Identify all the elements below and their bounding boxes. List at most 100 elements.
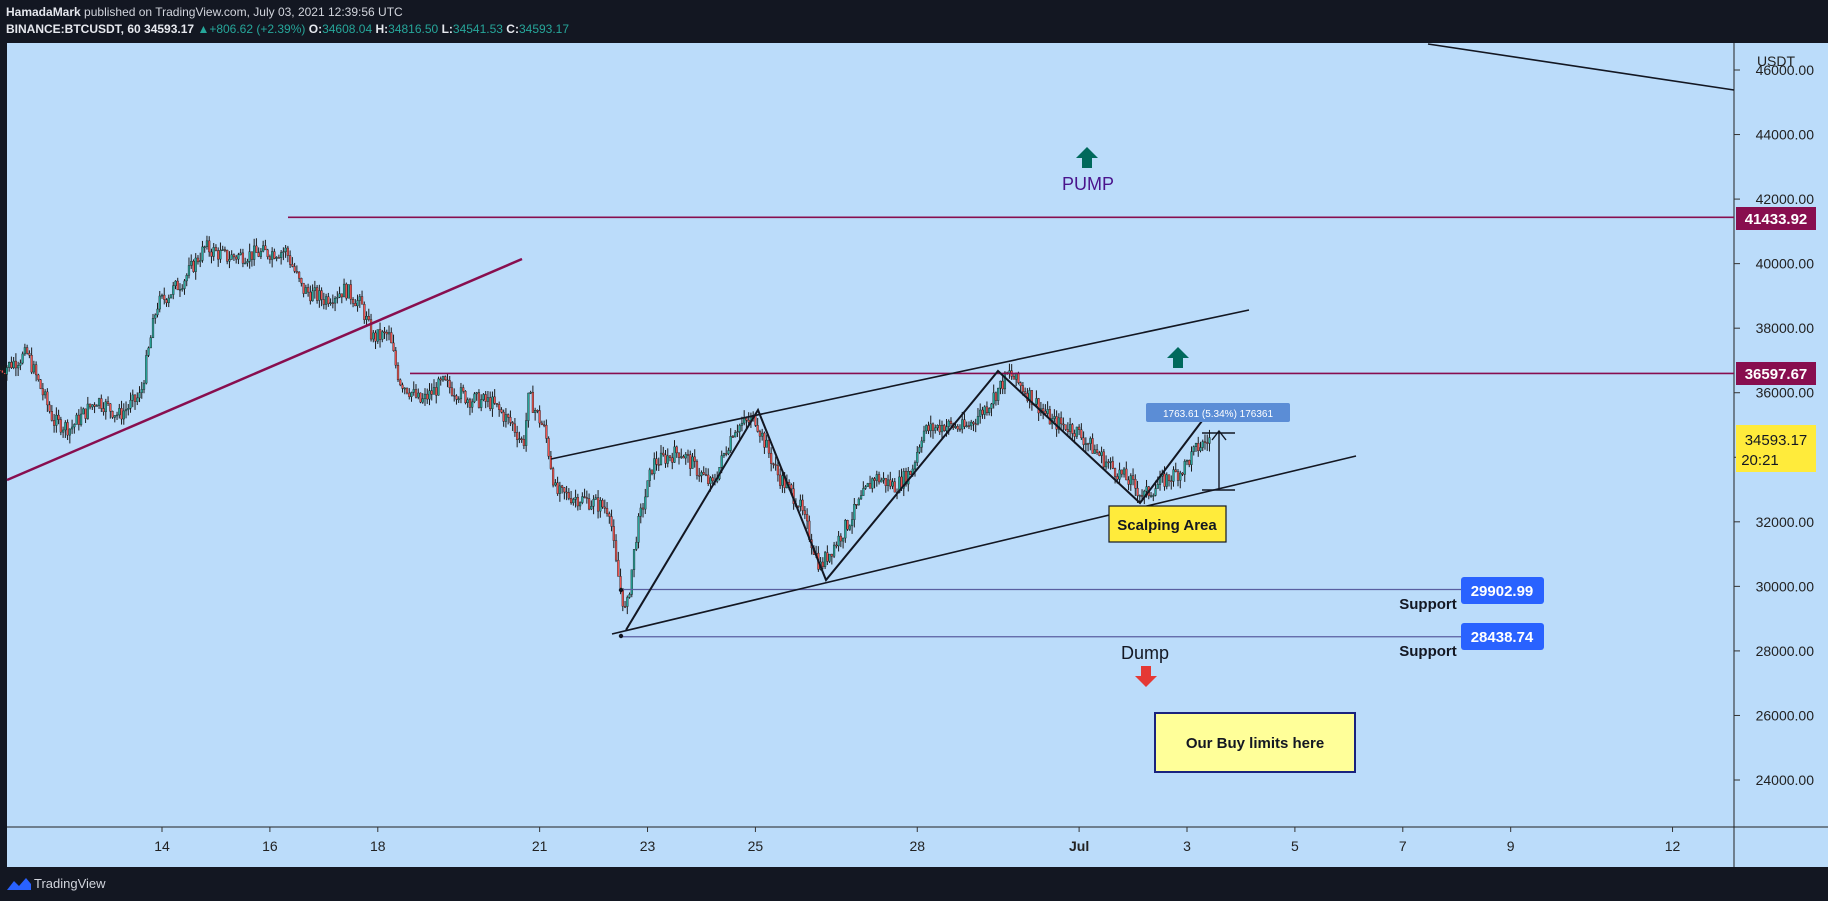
candle-body	[430, 390, 433, 395]
candle-body	[572, 499, 575, 504]
candle-body	[1188, 460, 1191, 465]
current-price-badge	[1736, 425, 1816, 472]
candle-body	[187, 265, 191, 276]
candle-body	[369, 319, 373, 340]
candle-body	[916, 451, 919, 463]
candle-body	[700, 472, 703, 477]
candle-body	[70, 426, 74, 430]
candle-body	[1185, 460, 1189, 462]
candle-body	[203, 246, 206, 248]
candle-body	[848, 525, 851, 530]
candle-body	[745, 418, 748, 421]
candle-body	[511, 422, 514, 425]
candle-body	[891, 481, 894, 487]
candle-body	[138, 392, 141, 399]
candle-body	[214, 247, 218, 251]
candle-body	[500, 409, 503, 413]
candle-body	[596, 497, 600, 512]
candle-body	[1073, 433, 1076, 437]
close-label: C:	[506, 22, 519, 36]
candle-body	[1075, 426, 1078, 437]
candle-body	[1035, 398, 1038, 405]
x-tick-label: 21	[532, 838, 548, 854]
candle-body	[850, 519, 854, 527]
candle-body	[17, 365, 20, 369]
candle-body	[151, 318, 155, 338]
x-tick-label: 25	[748, 838, 764, 854]
x-tick-label: 12	[1665, 838, 1681, 854]
currency-label: USDT	[1757, 53, 1796, 69]
candle-body	[653, 458, 656, 475]
candle-body	[68, 428, 71, 436]
buy-limits-label: Our Buy limits here	[1186, 735, 1324, 752]
tradingview-brand[interactable]: TradingView	[34, 876, 106, 891]
candle-body	[484, 394, 487, 402]
candle-body	[259, 250, 263, 257]
candle-body	[351, 299, 355, 304]
anchor-dot	[618, 587, 624, 593]
x-tick-label: 28	[909, 838, 925, 854]
candle-body	[53, 420, 56, 426]
candle-body	[781, 475, 784, 486]
candle-body	[1120, 469, 1123, 475]
candle-body	[102, 408, 105, 413]
bar-countdown: 20:21	[1741, 452, 1779, 469]
candle-body	[383, 331, 386, 333]
candle-body	[35, 364, 38, 376]
candle-body	[1064, 424, 1067, 430]
candle-body	[360, 296, 364, 305]
candle-body	[277, 257, 280, 259]
up-arrow-icon	[1167, 347, 1189, 368]
x-tick-label: 7	[1399, 838, 1407, 854]
author-name[interactable]: HamadaMark	[6, 5, 81, 19]
candle-body	[221, 249, 224, 251]
candle-body	[217, 250, 220, 260]
candle-body	[1012, 376, 1016, 380]
candle-body	[940, 425, 944, 433]
candle-body	[774, 464, 777, 466]
dump-arrow-icon	[1135, 666, 1157, 687]
candle-body	[695, 461, 699, 476]
candle-body	[210, 251, 213, 257]
time-axis[interactable]	[7, 827, 1828, 867]
candle-body	[201, 246, 204, 261]
candle-body	[727, 450, 730, 455]
x-tick-label: 18	[370, 838, 386, 854]
resistance-2-badge	[1736, 362, 1816, 385]
tradingview-logo-icon[interactable]	[6, 876, 32, 892]
candle-body	[540, 422, 543, 425]
candle-body	[1066, 429, 1069, 432]
candle-body	[729, 436, 732, 451]
candle-body	[486, 397, 490, 402]
candle-body	[590, 505, 593, 510]
symbol-label: BINANCE:BTCUSDT, 60	[6, 22, 141, 36]
candle-body	[965, 425, 968, 427]
candle-body	[1091, 438, 1094, 454]
candle-body	[129, 399, 132, 409]
open-value: 34608.04	[322, 22, 373, 36]
candle-body	[23, 347, 26, 355]
plot-area[interactable]	[7, 43, 1734, 827]
candle-body	[963, 419, 966, 427]
candle-body	[801, 499, 804, 511]
candle-body	[147, 347, 150, 356]
candle-body	[806, 514, 809, 522]
candle-body	[358, 296, 361, 301]
candle-body	[738, 425, 741, 432]
candle-body	[976, 416, 980, 425]
candle-body	[605, 508, 609, 514]
candle-body	[282, 251, 285, 253]
candle-body	[82, 408, 85, 415]
measure-label-badge	[1146, 403, 1290, 422]
candle-body	[689, 454, 692, 469]
candle-body	[576, 497, 579, 507]
candle-body	[435, 387, 438, 396]
candle-body	[828, 553, 831, 562]
candle-body	[408, 392, 411, 397]
candle-body	[1055, 416, 1058, 430]
candle-body	[61, 429, 65, 433]
candle-body	[918, 446, 921, 453]
candle-body	[927, 425, 930, 431]
candle-body	[855, 504, 858, 506]
